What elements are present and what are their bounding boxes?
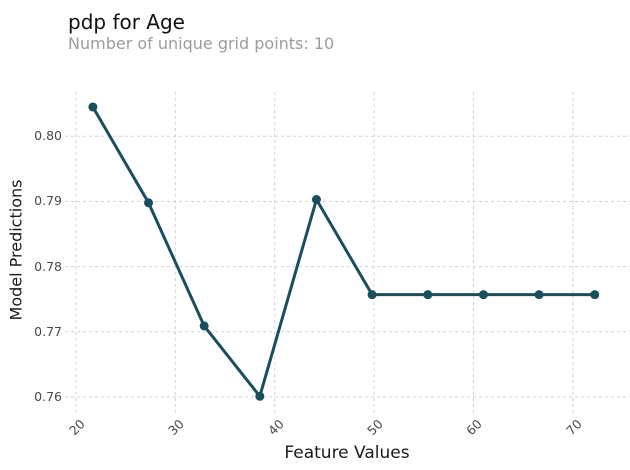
data-point-marker: [534, 290, 544, 300]
data-point-marker: [199, 321, 209, 331]
data-point-marker: [423, 290, 433, 300]
y-tick-label: 0.79: [34, 193, 62, 209]
data-point-marker: [590, 290, 600, 300]
data-point-marker: [311, 195, 321, 205]
data-point-marker: [144, 198, 154, 208]
chart-subtitle: Number of unique grid points: 10: [68, 34, 335, 53]
data-point-marker: [478, 290, 488, 300]
y-tick-label: 0.76: [34, 388, 62, 404]
x-axis-title: Feature Values: [284, 443, 410, 463]
data-point-marker: [255, 391, 265, 401]
y-tick-label: 0.78: [34, 258, 62, 274]
pdp-line: [91, 105, 597, 398]
chart-title: pdp for Age: [68, 10, 185, 34]
data-point-marker: [88, 102, 98, 112]
data-point-marker: [367, 290, 377, 300]
y-tick-label: 0.80: [34, 128, 62, 144]
y-tick-label: 0.77: [34, 323, 62, 339]
